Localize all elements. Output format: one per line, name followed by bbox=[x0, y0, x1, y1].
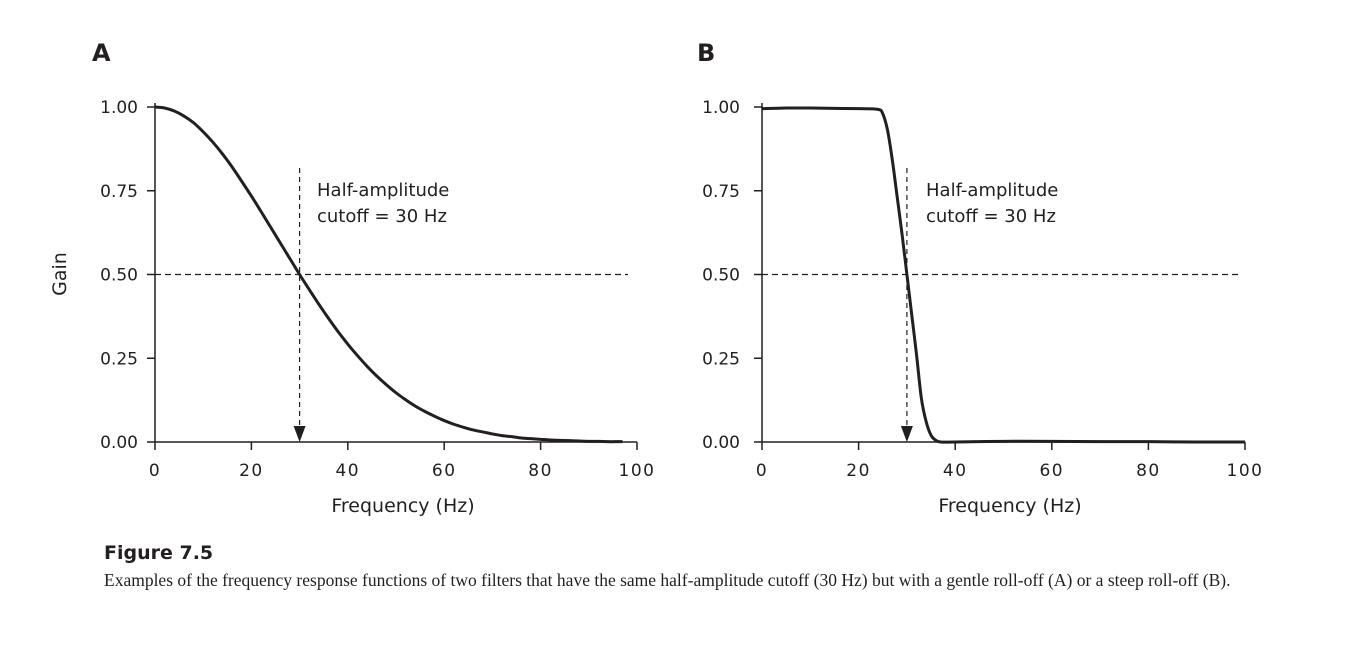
panel-a-annotation-line-1: Half-amplitude bbox=[317, 180, 449, 201]
panel-b-x-tick-label: 80 bbox=[1136, 461, 1161, 481]
panel-b-x-tick-label: 100 bbox=[1227, 461, 1264, 481]
panel-a-x-tick-label: 0 bbox=[149, 461, 161, 481]
figure-caption-title: Figure 7.5 bbox=[104, 542, 214, 564]
panel-b-x-tick-label: 60 bbox=[1039, 461, 1064, 481]
panel-b-y-tick-label: 0.50 bbox=[702, 266, 740, 286]
panel-b-ticks: 0 20 40 60 80 100 0.00 0.25 0.50 0.75 1.00 bbox=[702, 98, 1264, 481]
panel-a-x-tick-label: 20 bbox=[239, 461, 264, 481]
panel-a-annotation-line-2: cutoff = 30 Hz bbox=[317, 206, 447, 227]
panel-b-y-tick-label: 0.75 bbox=[702, 182, 740, 202]
panel-a-x-tick-label: 60 bbox=[432, 461, 457, 481]
panel-a-gain-curve bbox=[154, 105, 623, 444]
panel-b-letter: B bbox=[697, 39, 715, 67]
panel-b-x-tick-label: 0 bbox=[756, 461, 768, 481]
panel-b-x-axis-title: Frequency (Hz) bbox=[938, 495, 1081, 517]
panel-b-x-tick-label: 40 bbox=[943, 461, 968, 481]
panel-b-y-tick-label: 0.25 bbox=[702, 349, 740, 369]
panel-b-annotation-line-2: cutoff = 30 Hz bbox=[926, 206, 1056, 227]
panel-a-y-tick-label: 0.25 bbox=[100, 349, 138, 369]
panel-a-y-axis-title: Gain bbox=[49, 252, 71, 296]
panel-b-annotation-line-1: Half-amplitude bbox=[926, 180, 1058, 201]
panel-a-x-tick-label: 40 bbox=[335, 461, 360, 481]
panel-a-y-tick-label: 1.00 bbox=[100, 98, 138, 118]
panel-a-y-tick-label: 0.00 bbox=[100, 433, 138, 453]
panel-a-x-tick-label: 80 bbox=[528, 461, 553, 481]
figure-canvas: A Gain Frequency (Hz) 0 20 40 60 80 100 0.00 0.… bbox=[49, 39, 1264, 517]
panel-a-y-tick-label: 0.75 bbox=[100, 182, 138, 202]
panel-b-cutoff-arrowhead bbox=[900, 426, 913, 442]
panel-a-letter: A bbox=[92, 39, 111, 67]
panel-a-y-tick-label: 0.50 bbox=[100, 266, 138, 286]
panel-b: B Frequency (Hz) 0 20 40 60 80 100 0.00 0.25 0.5… bbox=[697, 39, 1264, 517]
panel-b-y-tick-label: 1.00 bbox=[702, 98, 740, 118]
panel-a: A Gain Frequency (Hz) 0 20 40 60 80 100 0.00 0.… bbox=[49, 39, 656, 517]
panel-a-x-tick-label: 100 bbox=[619, 461, 656, 481]
panel-a-ticks: 0 20 40 60 80 100 0.00 0.25 0.50 0.75 1.00 bbox=[100, 98, 656, 481]
figure-caption-text: Examples of the frequency response funct… bbox=[104, 570, 1231, 590]
panel-a-cutoff-arrowhead bbox=[293, 426, 306, 442]
panel-b-y-tick-label: 0.00 bbox=[702, 433, 740, 453]
panel-a-x-axis-title: Frequency (Hz) bbox=[331, 495, 474, 517]
panel-b-x-tick-label: 20 bbox=[846, 461, 871, 481]
